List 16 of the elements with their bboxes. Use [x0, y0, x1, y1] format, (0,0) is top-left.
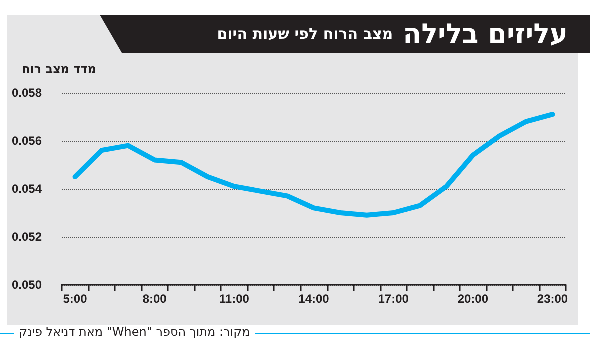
x-tick-label: 17:00	[378, 292, 410, 306]
y-axis-title: מדד מצב רוח	[22, 62, 97, 76]
y-tick-label: 0.056	[12, 134, 42, 148]
y-tick-label: 0.052	[12, 230, 42, 244]
chart-title: עליזים בלילה	[403, 18, 568, 50]
y-tick-label: 0.058	[12, 86, 42, 100]
y-tick-label: 0.050	[12, 278, 42, 292]
chart-subtitle: מצב הרוח לפי שעות היום	[217, 25, 394, 43]
x-tick-label: 8:00	[142, 292, 168, 306]
x-tick-label: 20:00	[458, 292, 489, 306]
x-tick-label: 5:00	[63, 292, 88, 306]
text: מקור: מתוך הספר "When" מאת דניאל פינק	[14, 325, 256, 339]
x-tick-label: 11:00	[219, 292, 250, 306]
y-tick-label: 0.054	[12, 182, 42, 196]
x-tick-label: 14:00	[298, 292, 330, 306]
x-tick-label: 23:00	[537, 292, 568, 306]
